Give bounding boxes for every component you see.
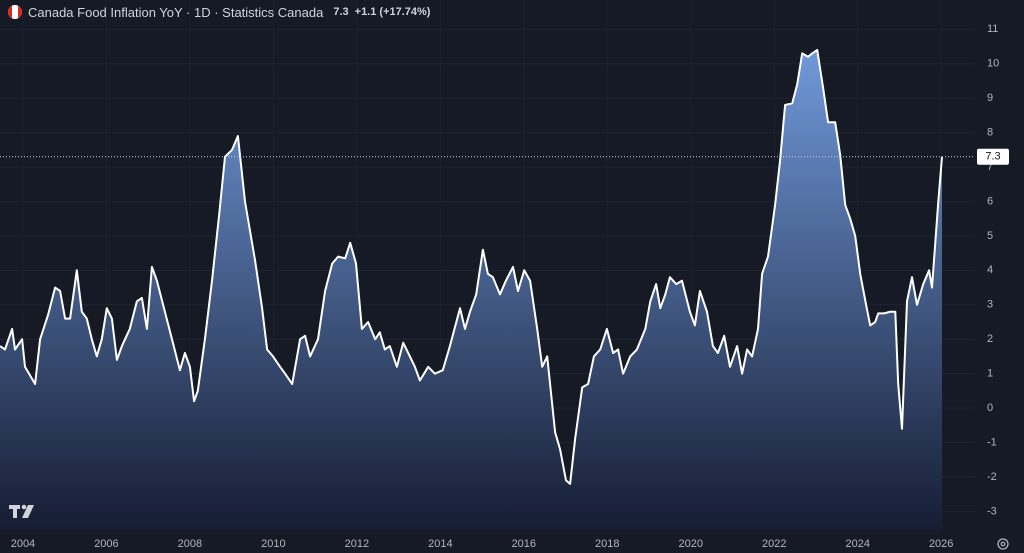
x-tick-label: 2006: [94, 538, 118, 550]
x-tick-label: 2004: [11, 538, 35, 550]
settings-icon[interactable]: [997, 538, 1009, 550]
series-line: [0, 48, 943, 485]
y-tick-label: 9: [987, 92, 993, 104]
y-tick-label: 6: [987, 195, 993, 207]
y-tick-label: 0: [987, 402, 993, 414]
y-tick-label: -2: [987, 471, 997, 483]
x-tick-label: 2010: [261, 538, 285, 550]
x-tick-label: 2012: [345, 538, 369, 550]
last-value-label: 7.3: [985, 151, 1000, 163]
x-tick-label: 2014: [428, 538, 452, 550]
axes: -3 -2 -1 0 1 2 3 4 5 6 7 8 9 10 11 2004 2006 2008 2010 2012…: [11, 23, 1009, 550]
symbol-title: Canada Food Inflation YoY · 1D · Statist…: [28, 4, 324, 20]
y-tick-label: 3: [987, 299, 993, 311]
x-tick-label: 2024: [845, 538, 869, 550]
area-fill: [0, 49, 942, 531]
change-label: +1.1 (+17.74%): [354, 6, 431, 18]
x-tick-label: 2022: [762, 538, 786, 550]
flag-icon: [8, 5, 22, 19]
y-tick-label: 10: [987, 58, 999, 70]
y-tick-label: 8: [987, 126, 993, 138]
last-value: 7.3: [333, 6, 349, 18]
x-tick-label: 2008: [178, 538, 202, 550]
y-tick-label: 4: [987, 264, 993, 276]
y-tick-label: -1: [987, 436, 997, 448]
x-tick-label: 2026: [929, 538, 953, 550]
y-tick-label: 11: [987, 23, 998, 35]
y-tick-label: 5: [987, 230, 993, 242]
y-tick-label: 7: [987, 161, 993, 173]
y-tick-label: 2: [987, 333, 993, 345]
tv-logo: [9, 504, 34, 518]
x-tick-label: 2020: [679, 538, 703, 550]
x-tick-label: 2016: [512, 538, 536, 550]
last-value-badge: [977, 148, 1009, 165]
x-tick-label: 2018: [595, 538, 619, 550]
plot: [0, 48, 975, 531]
y-tick-label: -3: [987, 505, 997, 517]
y-tick-label: 1: [987, 368, 993, 380]
header: Canada Food Inflation YoY · 1D · Statist…: [8, 3, 430, 21]
